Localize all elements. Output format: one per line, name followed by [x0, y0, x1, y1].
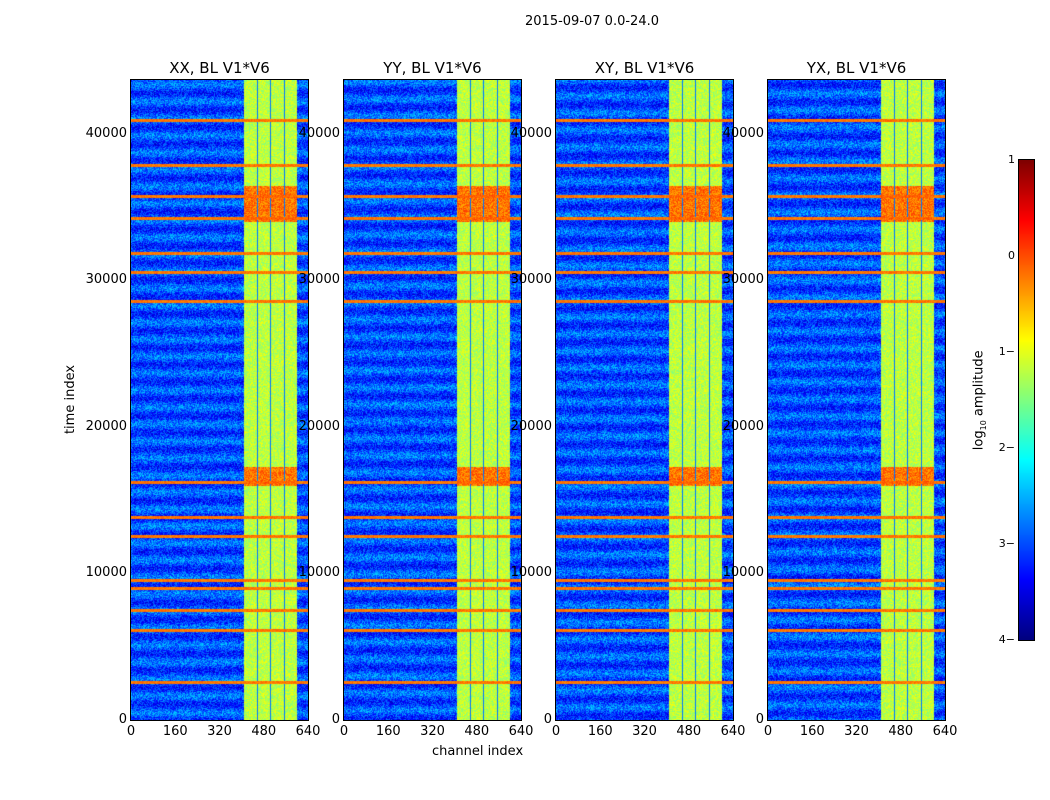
colorbar-tick-label: −3	[998, 537, 1015, 550]
y-tick-label: 40000	[298, 125, 340, 141]
y-axis-label: time index	[63, 364, 79, 435]
x-tick-label: 480	[251, 724, 277, 739]
x-tick-label: 640	[508, 724, 534, 739]
x-axis-label: channel index	[432, 744, 524, 759]
y-tick-label: 10000	[85, 565, 127, 581]
colorbar-tick-label: 0	[1008, 249, 1015, 262]
y-tick-label: 20000	[85, 418, 127, 434]
x-tick-label: 640	[720, 724, 746, 739]
x-tick-label: 0	[551, 724, 561, 739]
x-tick-label: 0	[763, 724, 773, 739]
y-tick-label: 10000	[722, 565, 764, 581]
x-tick-label: 480	[464, 724, 490, 739]
y-tick-label: 20000	[298, 418, 340, 434]
heatmap-panel-2	[555, 79, 734, 721]
x-tick-label: 0	[339, 724, 349, 739]
x-tick-label: 320	[420, 724, 445, 739]
heatmap-panel-0	[130, 79, 309, 721]
colorbar-label: log10 amplitude	[971, 350, 989, 451]
colorbar-tick-label: 1	[1008, 153, 1015, 166]
x-tick-label: 320	[207, 724, 232, 739]
x-tick-label: 160	[162, 724, 188, 739]
x-tick-label: 480	[888, 724, 914, 739]
panel-title: XX, BL V1*V6	[169, 59, 270, 77]
y-tick-label: 10000	[510, 565, 552, 581]
y-tick-label: 40000	[722, 125, 764, 141]
x-tick-label: 480	[676, 724, 702, 739]
y-tick-label: 0	[118, 712, 127, 727]
x-tick-label: 640	[932, 724, 958, 739]
x-tick-label: 0	[126, 724, 136, 739]
y-tick-label: 0	[755, 712, 764, 727]
x-tick-label: 320	[632, 724, 657, 739]
colorbar-tick-label: −1	[998, 345, 1015, 358]
y-tick-label: 10000	[298, 565, 340, 581]
colorbar-tick-label: −2	[998, 441, 1015, 454]
x-tick-label: 160	[799, 724, 825, 739]
panel-title: YY, BL V1*V6	[383, 59, 482, 77]
y-tick-label: 20000	[722, 418, 764, 434]
x-tick-label: 160	[375, 724, 401, 739]
x-tick-label: 320	[844, 724, 869, 739]
heatmap-panel-1	[343, 79, 522, 721]
y-tick-label: 40000	[85, 125, 127, 141]
x-tick-label: 640	[295, 724, 321, 739]
y-tick-label: 0	[331, 712, 340, 727]
y-tick-label: 0	[543, 712, 552, 727]
panel-title: XY, BL V1*V6	[594, 59, 695, 77]
panel-title: YX, BL V1*V6	[806, 59, 907, 77]
figure-title: 2015-09-07 0.0-24.0	[525, 14, 659, 29]
colorbar-gradient	[1018, 159, 1035, 641]
y-tick-label: 30000	[298, 272, 340, 288]
y-tick-label: 30000	[85, 272, 127, 288]
y-tick-label: 20000	[510, 418, 552, 434]
heatmap-panel-3	[767, 79, 946, 721]
y-tick-label: 30000	[722, 272, 764, 288]
y-tick-label: 30000	[510, 272, 552, 288]
y-tick-label: 40000	[510, 125, 552, 141]
colorbar-tick-label: −4	[998, 633, 1015, 646]
x-tick-label: 160	[587, 724, 613, 739]
